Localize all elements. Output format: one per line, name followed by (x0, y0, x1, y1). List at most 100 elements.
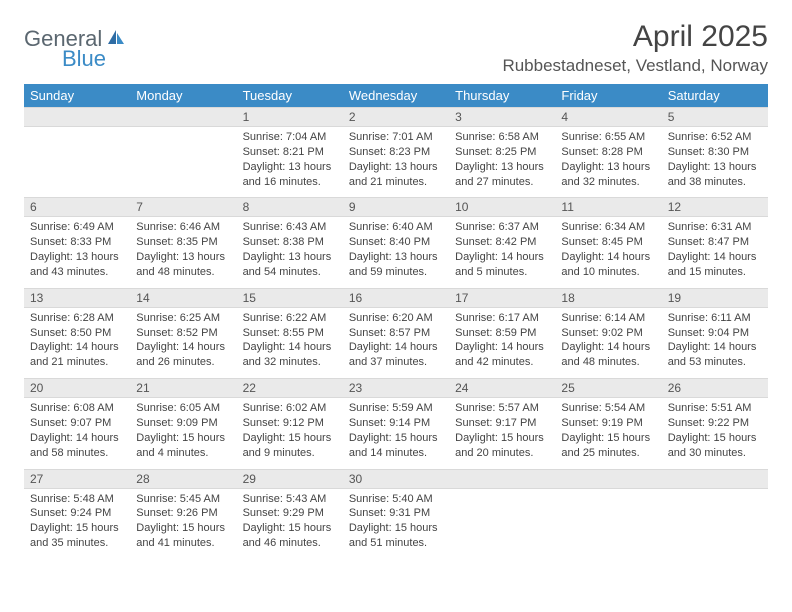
sunset-text: Sunset: 9:14 PM (349, 416, 443, 431)
page-title: April 2025 (502, 20, 768, 54)
day-cell: Sunrise: 5:59 AMSunset: 9:14 PMDaylight:… (343, 398, 449, 469)
day-number-row: 12345 (24, 108, 768, 127)
day-cell: Sunrise: 6:22 AMSunset: 8:55 PMDaylight:… (237, 307, 343, 378)
day-number: 28 (130, 469, 236, 488)
day-number: 14 (130, 288, 236, 307)
day-number: 8 (237, 198, 343, 217)
day-number: 9 (343, 198, 449, 217)
sunset-text: Sunset: 9:17 PM (455, 416, 549, 431)
day-number-row: 6789101112 (24, 198, 768, 217)
sunrise-text: Sunrise: 5:48 AM (30, 492, 124, 507)
day-number: 25 (555, 379, 661, 398)
sunrise-text: Sunrise: 5:59 AM (349, 401, 443, 416)
day-cell: Sunrise: 6:31 AMSunset: 8:47 PMDaylight:… (662, 217, 768, 288)
sunrise-text: Sunrise: 7:01 AM (349, 130, 443, 145)
daylight-text: Daylight: 15 hours (349, 431, 443, 446)
daylight-text: Daylight: 13 hours (561, 160, 655, 175)
daylight-text: Daylight: 15 hours (136, 431, 230, 446)
day-cell: Sunrise: 5:45 AMSunset: 9:26 PMDaylight:… (130, 488, 236, 559)
daylight-text: and 9 minutes. (243, 446, 337, 461)
day-cell: Sunrise: 6:28 AMSunset: 8:50 PMDaylight:… (24, 307, 130, 378)
calendar-header-row: SundayMondayTuesdayWednesdayThursdayFrid… (24, 84, 768, 108)
sunset-text: Sunset: 8:25 PM (455, 145, 549, 160)
daylight-text: Daylight: 14 hours (668, 340, 762, 355)
day-cell: Sunrise: 6:11 AMSunset: 9:04 PMDaylight:… (662, 307, 768, 378)
daylight-text: and 51 minutes. (349, 536, 443, 551)
daylight-text: and 58 minutes. (30, 446, 124, 461)
sunset-text: Sunset: 8:33 PM (30, 235, 124, 250)
day-cell: Sunrise: 6:20 AMSunset: 8:57 PMDaylight:… (343, 307, 449, 378)
day-cell: Sunrise: 6:43 AMSunset: 8:38 PMDaylight:… (237, 217, 343, 288)
day-cell: Sunrise: 6:34 AMSunset: 8:45 PMDaylight:… (555, 217, 661, 288)
weekday-header: Tuesday (237, 84, 343, 108)
weekday-header: Monday (130, 84, 236, 108)
daylight-text: Daylight: 15 hours (668, 431, 762, 446)
logo: General Blue (24, 20, 128, 52)
sunrise-text: Sunrise: 6:08 AM (30, 401, 124, 416)
sunset-text: Sunset: 9:22 PM (668, 416, 762, 431)
sunrise-text: Sunrise: 6:22 AM (243, 311, 337, 326)
daylight-text: Daylight: 13 hours (668, 160, 762, 175)
day-detail-row: Sunrise: 6:28 AMSunset: 8:50 PMDaylight:… (24, 307, 768, 378)
weekday-header: Saturday (662, 84, 768, 108)
day-detail-row: Sunrise: 6:08 AMSunset: 9:07 PMDaylight:… (24, 398, 768, 469)
sunset-text: Sunset: 8:50 PM (30, 326, 124, 341)
empty-cell (662, 469, 768, 488)
day-cell: Sunrise: 5:51 AMSunset: 9:22 PMDaylight:… (662, 398, 768, 469)
daylight-text: Daylight: 14 hours (243, 340, 337, 355)
daylight-text: and 38 minutes. (668, 175, 762, 190)
sunset-text: Sunset: 8:42 PM (455, 235, 549, 250)
day-number: 7 (130, 198, 236, 217)
day-number: 24 (449, 379, 555, 398)
daylight-text: and 53 minutes. (668, 355, 762, 370)
empty-cell (130, 108, 236, 127)
sunrise-text: Sunrise: 6:43 AM (243, 220, 337, 235)
daylight-text: and 32 minutes. (561, 175, 655, 190)
day-cell: Sunrise: 6:55 AMSunset: 8:28 PMDaylight:… (555, 127, 661, 198)
day-number: 3 (449, 108, 555, 127)
sunrise-text: Sunrise: 6:52 AM (668, 130, 762, 145)
sunset-text: Sunset: 9:07 PM (30, 416, 124, 431)
sunset-text: Sunset: 9:09 PM (136, 416, 230, 431)
sunrise-text: Sunrise: 5:45 AM (136, 492, 230, 507)
day-number: 4 (555, 108, 661, 127)
day-number: 11 (555, 198, 661, 217)
calendar-page: General Blue April 2025 Rubbestadneset, … (0, 0, 792, 579)
day-number-row: 27282930 (24, 469, 768, 488)
day-cell: Sunrise: 5:54 AMSunset: 9:19 PMDaylight:… (555, 398, 661, 469)
daylight-text: and 46 minutes. (243, 536, 337, 551)
day-number-row: 13141516171819 (24, 288, 768, 307)
sunset-text: Sunset: 9:19 PM (561, 416, 655, 431)
day-cell: Sunrise: 5:40 AMSunset: 9:31 PMDaylight:… (343, 488, 449, 559)
day-number: 27 (24, 469, 130, 488)
weekday-header: Wednesday (343, 84, 449, 108)
sunset-text: Sunset: 9:26 PM (136, 506, 230, 521)
sunrise-text: Sunrise: 6:02 AM (243, 401, 337, 416)
sunrise-text: Sunrise: 5:57 AM (455, 401, 549, 416)
sunset-text: Sunset: 8:47 PM (668, 235, 762, 250)
day-number: 29 (237, 469, 343, 488)
day-cell: Sunrise: 6:05 AMSunset: 9:09 PMDaylight:… (130, 398, 236, 469)
day-cell: Sunrise: 7:01 AMSunset: 8:23 PMDaylight:… (343, 127, 449, 198)
sunrise-text: Sunrise: 6:05 AM (136, 401, 230, 416)
sunset-text: Sunset: 9:02 PM (561, 326, 655, 341)
daylight-text: Daylight: 15 hours (30, 521, 124, 536)
day-number: 21 (130, 379, 236, 398)
day-cell: Sunrise: 6:14 AMSunset: 9:02 PMDaylight:… (555, 307, 661, 378)
sunset-text: Sunset: 8:40 PM (349, 235, 443, 250)
sunrise-text: Sunrise: 6:25 AM (136, 311, 230, 326)
day-cell: Sunrise: 6:08 AMSunset: 9:07 PMDaylight:… (24, 398, 130, 469)
daylight-text: Daylight: 15 hours (243, 521, 337, 536)
daylight-text: Daylight: 14 hours (30, 431, 124, 446)
day-number: 2 (343, 108, 449, 127)
sunset-text: Sunset: 8:23 PM (349, 145, 443, 160)
day-detail-row: Sunrise: 7:04 AMSunset: 8:21 PMDaylight:… (24, 127, 768, 198)
day-number: 13 (24, 288, 130, 307)
day-cell: Sunrise: 6:46 AMSunset: 8:35 PMDaylight:… (130, 217, 236, 288)
sunrise-text: Sunrise: 7:04 AM (243, 130, 337, 145)
day-number: 16 (343, 288, 449, 307)
daylight-text: and 43 minutes. (30, 265, 124, 280)
sunset-text: Sunset: 8:57 PM (349, 326, 443, 341)
daylight-text: and 21 minutes. (30, 355, 124, 370)
daylight-text: Daylight: 15 hours (136, 521, 230, 536)
